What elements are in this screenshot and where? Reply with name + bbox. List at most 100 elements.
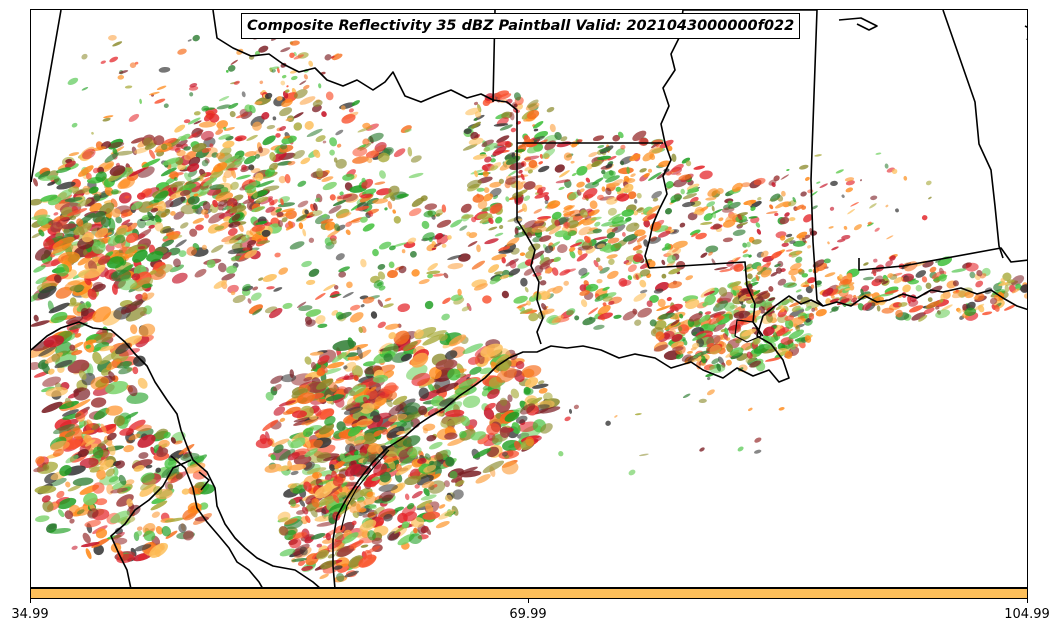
reflectivity-blob <box>276 211 284 218</box>
reflectivity-blob <box>605 420 611 426</box>
reflectivity-blob <box>92 146 107 152</box>
reflectivity-blob <box>82 148 96 160</box>
reflectivity-blob <box>155 526 163 535</box>
reflectivity-blob <box>57 189 73 201</box>
reflectivity-blob <box>700 252 708 258</box>
reflectivity-blob <box>182 530 195 541</box>
reflectivity-blob <box>114 234 126 244</box>
reflectivity-blob <box>556 141 572 148</box>
reflectivity-blob <box>346 281 353 289</box>
reflectivity-blob <box>633 293 647 302</box>
reflectivity-blob <box>563 280 569 286</box>
reflectivity-blob <box>443 272 449 279</box>
reflectivity-blob <box>435 209 444 216</box>
reflectivity-blob <box>156 85 167 90</box>
reflectivity-blob <box>38 345 57 357</box>
reflectivity-blob <box>71 122 78 128</box>
reflectivity-blob <box>50 221 63 233</box>
reflectivity-blob <box>385 323 400 330</box>
reflectivity-blob <box>222 199 236 207</box>
reflectivity-blob <box>34 246 52 261</box>
reflectivity-blob <box>469 366 482 375</box>
reflectivity-blob <box>819 183 828 188</box>
reflectivity-blob <box>853 224 862 231</box>
reflectivity-blob <box>360 258 367 268</box>
reflectivity-map <box>31 10 1027 587</box>
reflectivity-blob <box>329 293 342 298</box>
reflectivity-blob <box>34 485 57 494</box>
reflectivity-blob <box>80 542 100 548</box>
reflectivity-blob <box>515 415 528 424</box>
reflectivity-blob <box>352 147 368 157</box>
reflectivity-blob <box>563 152 573 161</box>
reflectivity-blob <box>137 377 148 389</box>
reflectivity-blob <box>99 352 117 365</box>
reflectivity-blob <box>112 466 119 477</box>
reflectivity-blob <box>374 181 386 185</box>
reflectivity-blob <box>77 198 92 207</box>
reflectivity-blob <box>130 324 138 335</box>
reflectivity-blob <box>333 157 338 163</box>
reflectivity-blob <box>86 419 94 429</box>
reflectivity-blob <box>360 304 365 308</box>
reflectivity-blob <box>254 172 264 182</box>
reflectivity-paintball-layer <box>31 32 1027 583</box>
reflectivity-blob <box>628 469 636 476</box>
reflectivity-blob <box>824 272 836 278</box>
reflectivity-blob <box>133 355 146 367</box>
reflectivity-blob <box>742 249 748 254</box>
reflectivity-blob <box>187 39 192 42</box>
reflectivity-blob <box>737 446 744 452</box>
reflectivity-blob <box>457 288 462 296</box>
reflectivity-blob <box>69 399 91 411</box>
reflectivity-blob <box>177 48 187 55</box>
reflectivity-blob <box>348 108 354 113</box>
reflectivity-blob <box>722 237 733 243</box>
reflectivity-blob <box>335 253 345 261</box>
reflectivity-blob <box>52 502 58 507</box>
reflectivity-blob <box>93 193 101 201</box>
reflectivity-blob <box>199 502 209 510</box>
reflectivity-blob <box>119 428 134 436</box>
reflectivity-blob <box>194 481 205 489</box>
reflectivity-blob <box>297 200 309 208</box>
reflectivity-blob <box>436 219 452 228</box>
reflectivity-blob <box>200 130 214 141</box>
reflectivity-blob <box>85 548 92 560</box>
reflectivity-blob <box>378 241 392 250</box>
reflectivity-blob <box>290 40 300 46</box>
reflectivity-blob <box>38 229 45 237</box>
reflectivity-blob <box>226 265 238 274</box>
reflectivity-blob <box>43 335 65 348</box>
reflectivity-blob <box>408 172 424 179</box>
reflectivity-blob <box>539 280 547 286</box>
reflectivity-blob <box>213 279 227 289</box>
reflectivity-blob <box>88 186 99 194</box>
reflectivity-blob <box>384 207 388 211</box>
reflectivity-blob <box>508 268 521 276</box>
reflectivity-blob <box>298 305 313 312</box>
reflectivity-blob <box>117 179 131 190</box>
reflectivity-blob <box>841 194 845 198</box>
reflectivity-blob <box>211 244 224 253</box>
reflectivity-blob <box>216 120 229 129</box>
reflectivity-blob <box>41 495 51 503</box>
reflectivity-blob <box>216 104 231 110</box>
reflectivity-blob <box>348 220 361 224</box>
reflectivity-blob <box>160 167 177 177</box>
reflectivity-blob <box>114 150 134 156</box>
reflectivity-blob <box>324 221 336 231</box>
reflectivity-blob <box>874 227 880 232</box>
reflectivity-blob <box>558 451 564 457</box>
reflectivity-blob <box>68 152 80 157</box>
reflectivity-blob <box>72 341 84 349</box>
reflectivity-blob <box>510 388 520 399</box>
reflectivity-blob <box>494 232 504 237</box>
reflectivity-blob <box>280 80 286 86</box>
reflectivity-blob <box>368 210 374 217</box>
reflectivity-blob <box>256 180 275 188</box>
reflectivity-blob <box>786 169 790 171</box>
reflectivity-blob <box>927 297 933 303</box>
reflectivity-blob <box>77 165 94 177</box>
reflectivity-blob <box>96 469 107 480</box>
